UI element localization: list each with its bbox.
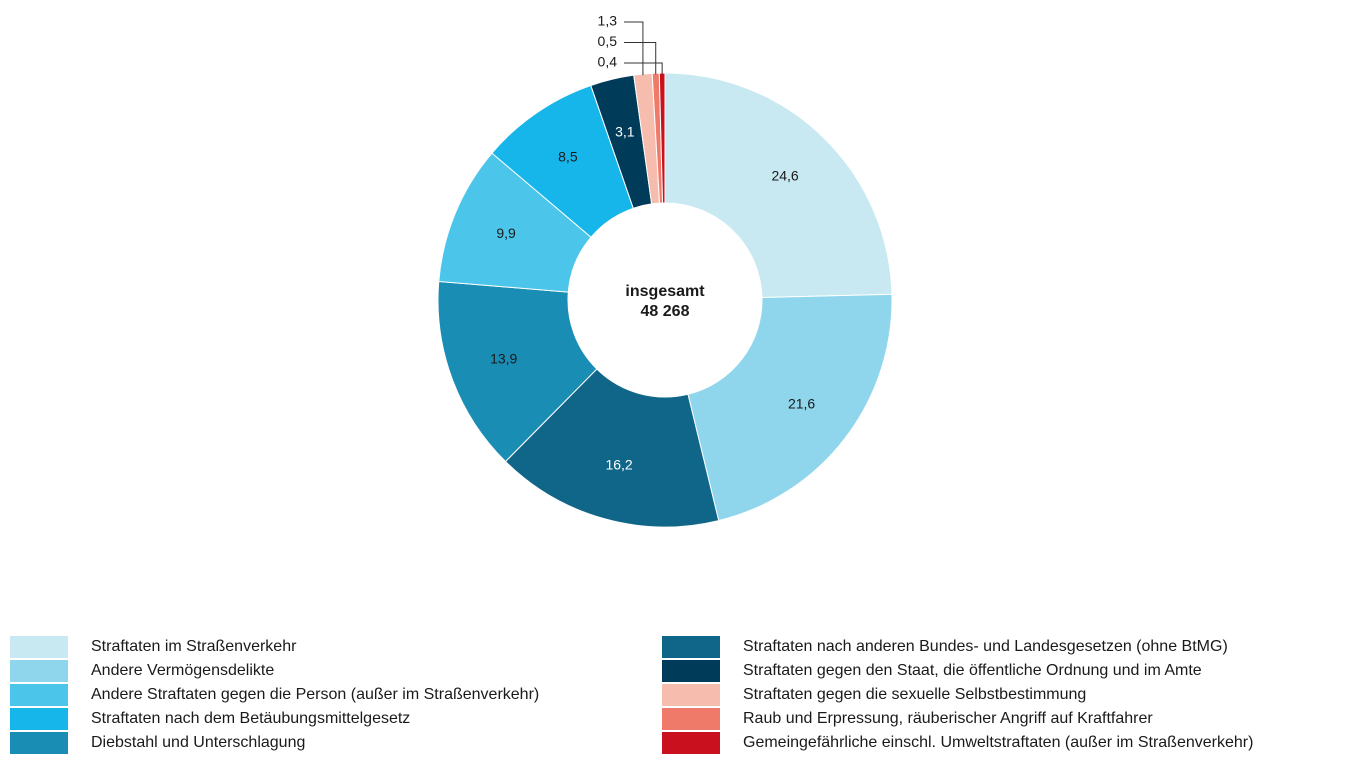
legend-label: Straftaten nach anderen Bundes- und Land… [743, 638, 1228, 655]
value-label: 0,4 [598, 54, 618, 70]
legend-label: Raub und Erpressung, räuberischer Angrif… [743, 710, 1153, 727]
legend-label: Andere Vermögensdelikte [91, 662, 274, 679]
legend-swatch [662, 636, 720, 658]
legend-swatch [10, 684, 68, 706]
leader-line [624, 62, 663, 75]
slice [437, 280, 598, 463]
value-label: 1,3 [598, 13, 618, 29]
value-label: 13,9 [490, 350, 517, 366]
legend-swatch [10, 636, 68, 658]
legend-swatch [662, 732, 720, 754]
legend-swatch [662, 708, 720, 730]
legend-label: Straftaten gegen den Staat, die öffentli… [743, 662, 1202, 679]
value-label: 8,5 [558, 149, 578, 165]
leader-line [624, 21, 644, 76]
legend-label: Straftaten im Straßenverkehr [91, 638, 297, 655]
legend-swatch [662, 660, 720, 682]
value-label: 24,6 [771, 168, 798, 184]
value-label: 3,1 [615, 123, 635, 139]
value-label: 21,6 [788, 395, 815, 411]
slice [658, 72, 666, 204]
value-label: 9,9 [496, 225, 516, 241]
legend-swatch [662, 684, 720, 706]
legend-label: Straftaten nach dem Betäubungsmittelgese… [91, 710, 410, 727]
legend-label: Straftaten gegen die sexuelle Selbstbest… [743, 686, 1086, 703]
center-total: 48 268 [641, 303, 690, 320]
center-label: insgesamt [625, 283, 705, 300]
legend-swatch [10, 732, 68, 754]
legend-label: Diebstahl und Unterschlagung [91, 734, 305, 751]
slice [664, 72, 893, 299]
legend-label: Gemeingefährliche einschl. Umweltstrafta… [743, 734, 1253, 751]
value-label: 16,2 [605, 456, 632, 472]
value-label: 0,5 [598, 33, 618, 49]
leader-line [624, 42, 657, 75]
slice [504, 368, 720, 528]
legend-label: Andere Straftaten gegen die Person (auße… [91, 686, 539, 703]
slice [687, 293, 893, 522]
legend-swatch [10, 708, 68, 730]
legend-swatch [10, 660, 68, 682]
